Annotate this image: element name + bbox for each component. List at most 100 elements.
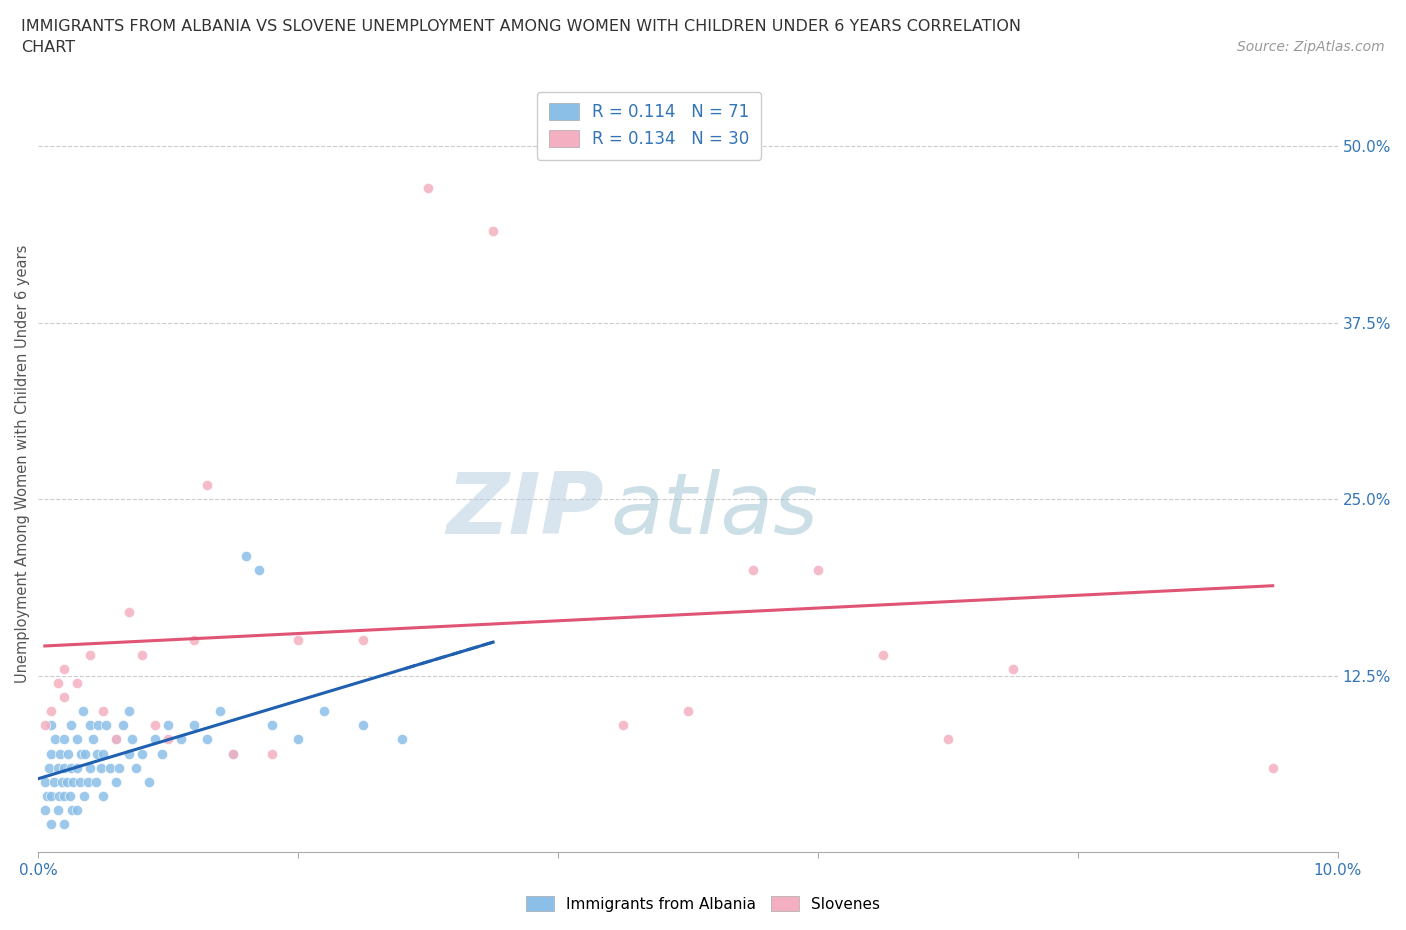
Point <box>352 718 374 733</box>
Point <box>482 223 505 238</box>
Point <box>79 760 101 775</box>
Point <box>183 633 205 648</box>
Text: ZIP: ZIP <box>446 469 603 552</box>
Point <box>34 775 56 790</box>
Point <box>183 718 205 733</box>
Point <box>41 718 63 733</box>
Point <box>41 789 63 804</box>
Point <box>105 775 128 790</box>
Point <box>91 746 114 761</box>
Point <box>49 746 72 761</box>
Point <box>46 760 69 775</box>
Point <box>41 746 63 761</box>
Text: Source: ZipAtlas.com: Source: ZipAtlas.com <box>1237 40 1385 54</box>
Point <box>105 732 128 747</box>
Y-axis label: Unemployment Among Women with Children Under 6 years: Unemployment Among Women with Children U… <box>15 245 30 684</box>
Point <box>247 563 270 578</box>
Point <box>66 803 89 817</box>
Point <box>98 760 121 775</box>
Point <box>38 760 60 775</box>
Point <box>41 704 63 719</box>
Point <box>118 604 141 619</box>
Point <box>287 732 309 747</box>
Point <box>222 746 245 761</box>
Point <box>59 760 82 775</box>
Point <box>94 718 117 733</box>
Point <box>235 549 257 564</box>
Point <box>75 746 97 761</box>
Point <box>76 775 98 790</box>
Point <box>90 760 112 775</box>
Point <box>416 181 439 196</box>
Point <box>262 746 284 761</box>
Point <box>79 647 101 662</box>
Point <box>51 775 73 790</box>
Point <box>352 633 374 648</box>
Legend: Immigrants from Albania, Slovenes: Immigrants from Albania, Slovenes <box>520 889 886 918</box>
Legend: R = 0.114   N = 71, R = 0.134   N = 30: R = 0.114 N = 71, R = 0.134 N = 30 <box>537 91 761 160</box>
Point <box>547 139 569 153</box>
Point <box>118 746 141 761</box>
Point <box>66 760 89 775</box>
Point <box>56 775 79 790</box>
Point <box>82 732 104 747</box>
Point <box>612 718 634 733</box>
Point <box>53 817 76 831</box>
Point <box>1001 661 1024 676</box>
Point <box>66 675 89 690</box>
Point <box>70 746 93 761</box>
Text: IMMIGRANTS FROM ALBANIA VS SLOVENE UNEMPLOYMENT AMONG WOMEN WITH CHILDREN UNDER : IMMIGRANTS FROM ALBANIA VS SLOVENE UNEMP… <box>21 19 1021 33</box>
Point <box>58 746 80 761</box>
Text: CHART: CHART <box>21 40 75 55</box>
Point <box>105 732 128 747</box>
Point <box>53 689 76 704</box>
Point <box>58 789 80 804</box>
Point <box>84 775 107 790</box>
Point <box>138 775 160 790</box>
Point <box>262 718 284 733</box>
Point <box>73 789 96 804</box>
Point <box>222 746 245 761</box>
Point <box>195 732 218 747</box>
Point <box>150 746 173 761</box>
Point <box>53 661 76 676</box>
Point <box>742 563 765 578</box>
Point <box>807 563 830 578</box>
Point <box>48 789 70 804</box>
Point <box>676 704 699 719</box>
Point <box>91 704 114 719</box>
Point <box>314 704 336 719</box>
Point <box>59 718 82 733</box>
Point <box>34 803 56 817</box>
Point <box>46 675 69 690</box>
Point <box>41 817 63 831</box>
Point <box>125 760 148 775</box>
Point <box>66 732 89 747</box>
Point <box>53 789 76 804</box>
Point <box>121 732 143 747</box>
Point <box>391 732 413 747</box>
Point <box>53 760 76 775</box>
Point <box>157 718 180 733</box>
Point <box>170 732 193 747</box>
Point <box>143 732 166 747</box>
Point <box>46 803 69 817</box>
Point <box>287 633 309 648</box>
Point <box>62 775 84 790</box>
Point <box>111 718 134 733</box>
Point <box>44 732 66 747</box>
Point <box>53 732 76 747</box>
Point <box>157 732 180 747</box>
Point <box>42 775 65 790</box>
Point <box>936 732 959 747</box>
Point <box>69 775 91 790</box>
Point <box>131 647 153 662</box>
Point <box>34 718 56 733</box>
Point <box>87 718 110 733</box>
Point <box>86 746 108 761</box>
Point <box>209 704 232 719</box>
Point <box>60 803 83 817</box>
Point <box>195 478 218 493</box>
Point <box>91 789 114 804</box>
Point <box>72 704 94 719</box>
